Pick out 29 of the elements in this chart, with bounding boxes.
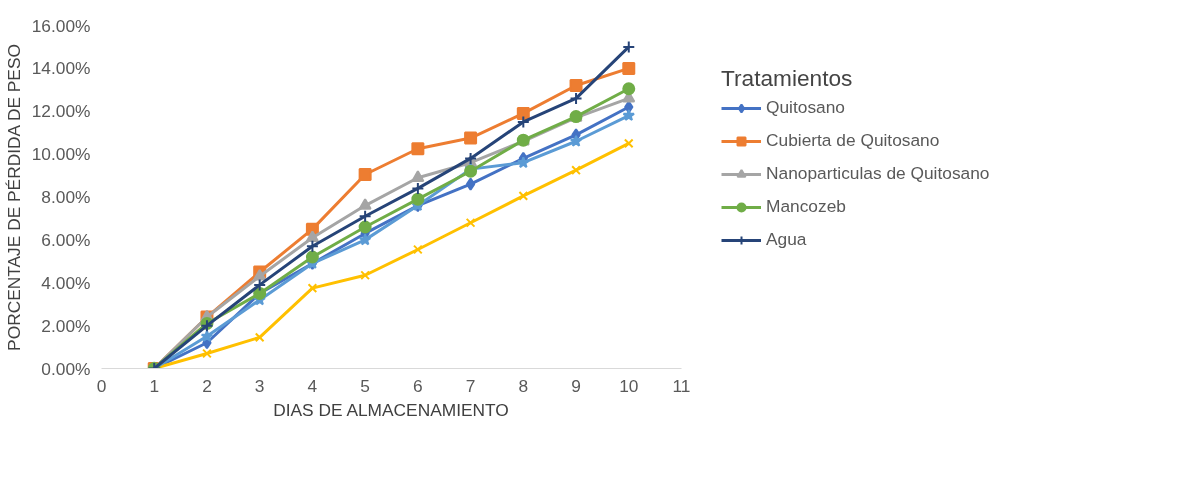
y-tick-label: 14.00% xyxy=(31,58,91,79)
x-tick-label: 3 xyxy=(254,375,265,396)
y-tick-label: 0.00% xyxy=(41,358,91,379)
x-tick-label: 2 xyxy=(202,375,212,396)
x-axis-title: DIAS DE ALMACENAMIENTO xyxy=(273,399,509,420)
legend-label: Nanoparticulas de Quitosano xyxy=(766,163,990,184)
legend-label: Mancozeb xyxy=(766,196,846,217)
x-tick-label: 4 xyxy=(307,375,318,396)
y-tick-label: 2.00% xyxy=(41,315,91,336)
x-tick-label: 7 xyxy=(465,375,476,396)
y-tick-label: 6.00% xyxy=(41,229,91,250)
x-tick-label: 8 xyxy=(518,375,529,396)
y-tick-label: 4.00% xyxy=(41,272,91,293)
y-tick-label: 8.00% xyxy=(41,187,91,207)
y-tick-label: 12.00% xyxy=(31,101,91,122)
legend-label: Quitosano xyxy=(766,97,845,118)
legend-label: Agua xyxy=(766,229,807,250)
y-tick-label: 16.00% xyxy=(31,15,91,36)
x-tick-label: 6 xyxy=(413,375,423,396)
x-tick-label: 5 xyxy=(360,375,370,396)
x-tick-label: 1 xyxy=(149,375,160,396)
x-tick-label: 0 xyxy=(96,375,107,396)
x-tick-label: 10 xyxy=(619,375,639,396)
legend-title: Tratamientos xyxy=(721,65,854,92)
x-tick-label: 11 xyxy=(672,375,691,396)
x-tick-label: 9 xyxy=(571,375,581,396)
y-axis-title: PORCENTAJE DE PÉRDIDA DE PESO xyxy=(3,44,24,351)
y-tick-label: 10.00% xyxy=(31,144,91,165)
legend-label: Cubierta de Quitosano xyxy=(766,130,940,151)
